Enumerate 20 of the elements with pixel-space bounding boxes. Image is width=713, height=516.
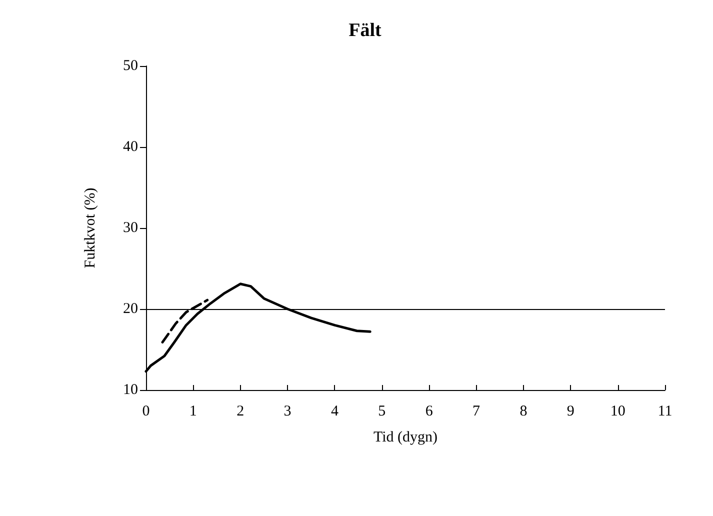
y-axis-title: Fuktkvot (%) (82, 188, 98, 268)
x-tick-label: 10 (610, 404, 626, 420)
y-tick-label: 20 (123, 301, 138, 317)
y-tick-label: 10 (123, 382, 138, 398)
x-tick-label: 0 (142, 404, 150, 420)
x-tick-label: 6 (425, 404, 434, 420)
y-tick-label: 30 (123, 220, 138, 236)
x-tick-label: 1 (189, 404, 197, 420)
x-tick-label: 3 (284, 404, 292, 420)
x-tick-label: 8 (520, 404, 528, 420)
y-tick-label: 40 (123, 139, 138, 155)
x-tick-label: 2 (236, 404, 244, 420)
x-tick-label: 4 (330, 404, 339, 420)
y-tick-label: 50 (123, 58, 138, 74)
x-tick-label: 7 (472, 404, 481, 420)
chart-title: Fält (348, 20, 382, 41)
x-tick-label: 11 (658, 404, 672, 420)
x-tick-label: 9 (566, 404, 574, 420)
x-axis-title: Tid (dygn) (373, 430, 438, 446)
x-tick-label: 5 (378, 404, 386, 420)
